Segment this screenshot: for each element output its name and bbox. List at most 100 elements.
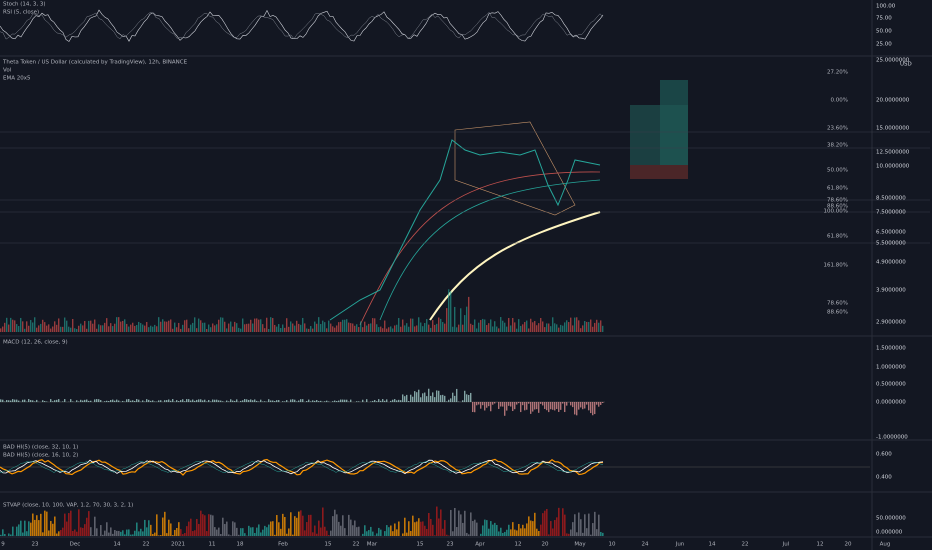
- volume-bar: [44, 322, 46, 332]
- macd-histogram: [86, 399, 88, 402]
- stvap-bar: [348, 514, 350, 536]
- macd-histogram: [170, 400, 172, 402]
- date-label: May: [574, 542, 586, 548]
- stvap-bar: [258, 524, 260, 536]
- macd-histogram: [574, 402, 576, 415]
- stvap-bar: [266, 527, 268, 536]
- stoch-axis-label: 25.00: [876, 42, 892, 48]
- volume-bar: [506, 326, 508, 332]
- macd-histogram: [260, 399, 262, 402]
- volume-bar: [240, 328, 242, 332]
- macd-histogram: [528, 402, 530, 404]
- volume-bar: [480, 320, 482, 332]
- macd-histogram: [16, 399, 18, 402]
- macd-histogram: [410, 394, 412, 402]
- volume-bar: [416, 325, 418, 332]
- stvap-bar: [544, 510, 546, 536]
- volume-bar: [124, 319, 126, 332]
- volume-bar: [92, 323, 94, 332]
- volume-bar: [312, 328, 314, 332]
- stvap-bar: [64, 513, 66, 536]
- macd-histogram: [88, 400, 90, 402]
- macd-histogram: [168, 399, 170, 402]
- macd-histogram: [108, 401, 110, 402]
- macd-histogram: [32, 400, 34, 402]
- macd-histogram: [44, 401, 46, 402]
- macd-histogram: [300, 399, 302, 402]
- macd-histogram: [64, 399, 66, 402]
- macd-histogram: [320, 400, 322, 402]
- volume-bar: [138, 321, 140, 332]
- macd-histogram: [14, 399, 16, 402]
- volume-bar: [564, 322, 566, 332]
- macd-histogram: [456, 388, 458, 402]
- macd-histogram: [256, 400, 258, 402]
- macd-histogram: [398, 399, 400, 402]
- stvap-bar: [94, 516, 96, 536]
- macd-histogram: [426, 396, 428, 402]
- ema-line: [379, 179, 601, 321]
- stvap-bar: [488, 528, 490, 536]
- macd-histogram: [98, 399, 100, 402]
- stvap-bar: [318, 520, 320, 536]
- stvap-bar: [184, 533, 186, 536]
- date-label: 20: [542, 542, 549, 548]
- stvap-bar: [96, 528, 98, 536]
- volume-bar: [454, 306, 456, 332]
- volume-bar: [504, 322, 506, 332]
- stvap-bar: [92, 535, 94, 536]
- volume-bar: [248, 323, 250, 332]
- stvap-bar: [574, 514, 576, 536]
- volume-bar: [430, 327, 432, 332]
- stvap-bar: [236, 527, 238, 536]
- volume-bar: [360, 321, 362, 332]
- stvap-bar: [160, 535, 162, 536]
- volume-bar: [450, 291, 452, 332]
- stvap-bar: [388, 527, 390, 536]
- volume-bar: [238, 327, 240, 332]
- stvap-bar: [568, 533, 570, 536]
- volume-bar: [388, 327, 390, 332]
- volume-bar: [374, 318, 376, 332]
- macd-histogram: [146, 399, 148, 402]
- volume-bar: [580, 328, 582, 332]
- date-label: 22: [353, 542, 360, 548]
- stvap-bar: [16, 526, 18, 536]
- stvap-bar: [168, 519, 170, 536]
- volume-bar: [600, 320, 602, 332]
- macd-histogram: [42, 400, 44, 402]
- volume-bar: [194, 317, 196, 332]
- volume-bar: [98, 324, 100, 332]
- volume-bar: [212, 323, 214, 332]
- macd-histogram: [480, 402, 482, 409]
- stvap-bar: [202, 514, 204, 536]
- stvap-bar: [330, 530, 332, 536]
- macd-histogram: [50, 399, 52, 402]
- macd-histogram: [298, 400, 300, 402]
- volume-bar: [258, 319, 260, 332]
- volume-bar: [338, 322, 340, 332]
- volume-bar: [342, 319, 344, 332]
- stvap-bar: [460, 514, 462, 536]
- volume-bar: [102, 325, 104, 332]
- volume-bar: [46, 325, 48, 332]
- stvap-bar: [602, 532, 604, 536]
- stvap-bar: [84, 524, 86, 536]
- stvap-bar: [584, 514, 586, 536]
- stvap-bar: [218, 527, 220, 536]
- volume-bar: [32, 322, 34, 332]
- volume-bar: [148, 327, 150, 332]
- stvap-bar: [476, 522, 478, 536]
- stvap-bar: [546, 508, 548, 536]
- stvap-bar: [410, 530, 412, 536]
- macd-histogram: [438, 390, 440, 402]
- macd-histogram: [386, 399, 388, 402]
- stvap-bar: [312, 532, 314, 536]
- macd-histogram: [372, 400, 374, 402]
- macd-histogram: [450, 398, 452, 402]
- volume-bar: [502, 320, 504, 332]
- stvap-bar: [134, 530, 136, 536]
- macd-histogram: [554, 402, 556, 411]
- price-axis-label: 3.9000000: [876, 288, 906, 294]
- stvap-bar: [426, 528, 428, 536]
